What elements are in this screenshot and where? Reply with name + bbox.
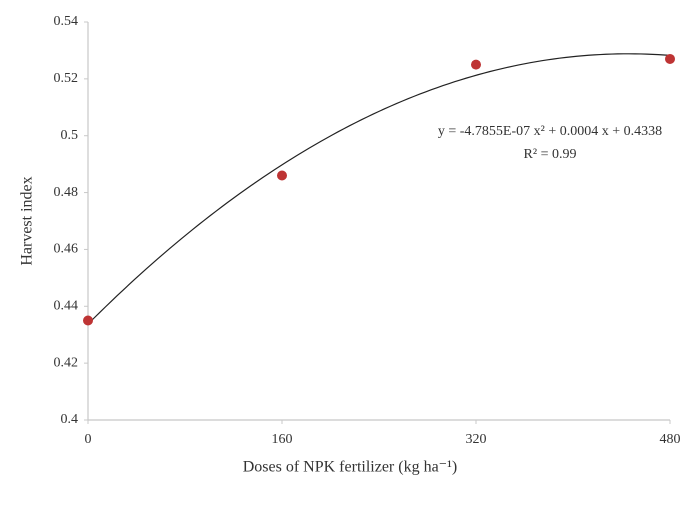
y-tick-label: 0.44 [54, 299, 79, 314]
x-tick-label: 480 [660, 432, 681, 447]
y-tick-label: 0.4 [61, 412, 79, 427]
trendline [87, 53, 671, 325]
y-tick-label: 0.5 [61, 128, 79, 143]
equation: y = -4.7855E-07 x² + 0.0004 x + 0.4338 [438, 124, 662, 139]
x-tick-label: 0 [85, 432, 92, 447]
y-axis-title: Harvest index [19, 176, 36, 265]
y-tick-label: 0.48 [54, 185, 79, 200]
data-point [471, 59, 481, 70]
x-axis-title: Doses of NPK fertilizer (kg ha⁻¹) [243, 459, 458, 476]
r-squared: R² = 0.99 [524, 147, 577, 162]
y-tick-label: 0.46 [54, 242, 79, 257]
y-tick-label: 0.52 [54, 71, 79, 86]
data-point [83, 315, 93, 326]
data-point [665, 53, 675, 64]
y-tick-label: 0.54 [54, 14, 79, 29]
x-tick-label: 320 [466, 432, 487, 447]
y-tick-label: 0.42 [54, 355, 79, 370]
data-point [277, 170, 287, 181]
x-tick-label: 160 [272, 432, 293, 447]
